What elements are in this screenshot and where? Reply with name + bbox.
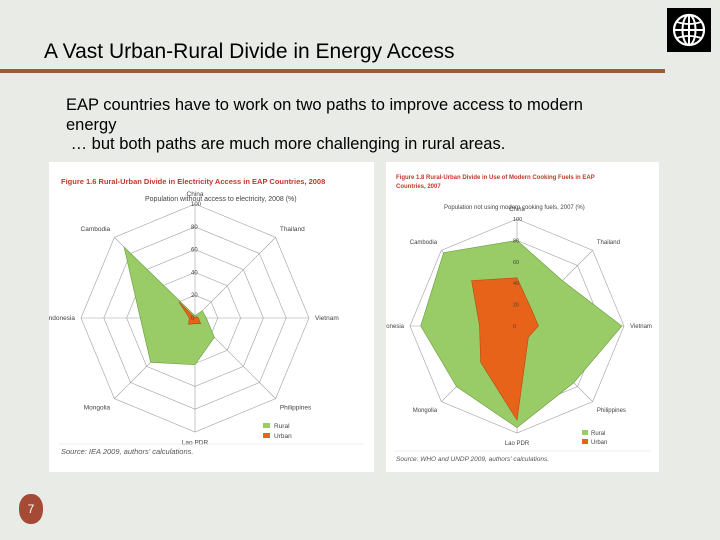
legend: Rural Urban (263, 423, 292, 440)
legend-swatch-urban (582, 439, 588, 444)
chart-panel-electricity: Figure 1.6 Rural-Urban Divide in Electri… (49, 162, 374, 472)
tick-label: 80 (513, 238, 519, 244)
title-rule (0, 69, 665, 73)
body-text: EAP countries have to work on two paths … (66, 96, 666, 155)
axis-label: Lao PDR (182, 440, 209, 447)
chart-title-line: Countries, 2007 (396, 184, 441, 190)
axis-label: Thailand (597, 240, 620, 246)
tick-label: 0 (513, 324, 516, 330)
tick-label: 20 (191, 293, 198, 299)
axis-label: Vietnam (315, 315, 339, 322)
axis-label: Philippines (280, 404, 312, 411)
body-line: … but both paths are much more challengi… (66, 135, 506, 153)
radar-plot: 0 20 40 60 80 100 China Thailand Vietnam Philippi… (386, 207, 652, 447)
tick-label: 100 (513, 217, 522, 223)
tick-label: 80 (191, 225, 198, 231)
chart-source: Source: WHO and UNDP 2009, authors' calc… (396, 456, 549, 463)
series-urban-area (178, 301, 202, 325)
legend-swatch-rural (263, 423, 270, 428)
world-bank-logo-icon (667, 8, 711, 52)
chart-panel-cooking-fuels: Figure 1.8 Rural-Urban Divide in Use of … (386, 162, 659, 472)
axis-label: Thailand (280, 226, 305, 233)
axis-label: Cambodia (81, 226, 111, 233)
body-line: EAP countries have to work on two paths … (66, 96, 583, 114)
tick-label: 20 (513, 303, 519, 309)
legend: Rural Urban (582, 430, 607, 446)
legend-label-urban: Urban (591, 440, 607, 446)
tick-label: 60 (513, 260, 519, 266)
body-line: energy (66, 115, 117, 134)
slide-number: 7 (19, 494, 43, 524)
series-rural-area (123, 246, 215, 366)
axis-label: Lao PDR (505, 441, 530, 447)
chart-title-line: Figure 1.8 Rural-Urban Divide in Use of … (396, 175, 595, 181)
tick-label: 0 (191, 316, 195, 322)
axis-label: Philippines (597, 408, 626, 414)
axis-label: Indonesia (386, 324, 405, 330)
grid-spoke (194, 237, 276, 319)
axis-label: Cambodia (410, 240, 438, 246)
chart-source: Source: IEA 2009, authors' calculations. (61, 447, 193, 456)
axis-label: Indonesia (49, 315, 75, 322)
radar-chart-electricity: Figure 1.6 Rural-Urban Divide in Electri… (49, 177, 364, 456)
axis-label: Mongolia (413, 408, 438, 414)
legend-swatch-rural (582, 430, 588, 435)
tick-label: 40 (191, 270, 198, 276)
legend-swatch-urban (263, 433, 270, 438)
radar-plot: 0 20 40 60 80 100 China Thailand Vietnam Philippi… (49, 191, 339, 447)
axis-label: China (187, 191, 204, 198)
chart-title: Figure 1.6 Rural-Urban Divide in Electri… (61, 177, 325, 186)
series-urban-area (471, 277, 539, 422)
tick-label: 60 (191, 248, 198, 254)
radar-chart-cooking-fuels: Figure 1.8 Rural-Urban Divide in Use of … (386, 175, 652, 463)
axis-label: Mongolia (84, 404, 111, 411)
chart-subtitle: Population without access to electricity… (145, 196, 297, 203)
legend-label-rural: Rural (274, 423, 290, 430)
tick-label: 40 (513, 281, 519, 287)
legend-label-urban: Urban (274, 433, 292, 440)
slide-title: A Vast Urban-Rural Divide in Energy Acce… (44, 40, 455, 63)
legend-label-rural: Rural (591, 431, 605, 437)
chart-subtitle: Population not using modern cooking fuel… (444, 205, 585, 211)
axis-label: China (509, 207, 525, 213)
tick-label: 100 (191, 202, 202, 208)
axis-label: Vietnam (630, 324, 652, 330)
